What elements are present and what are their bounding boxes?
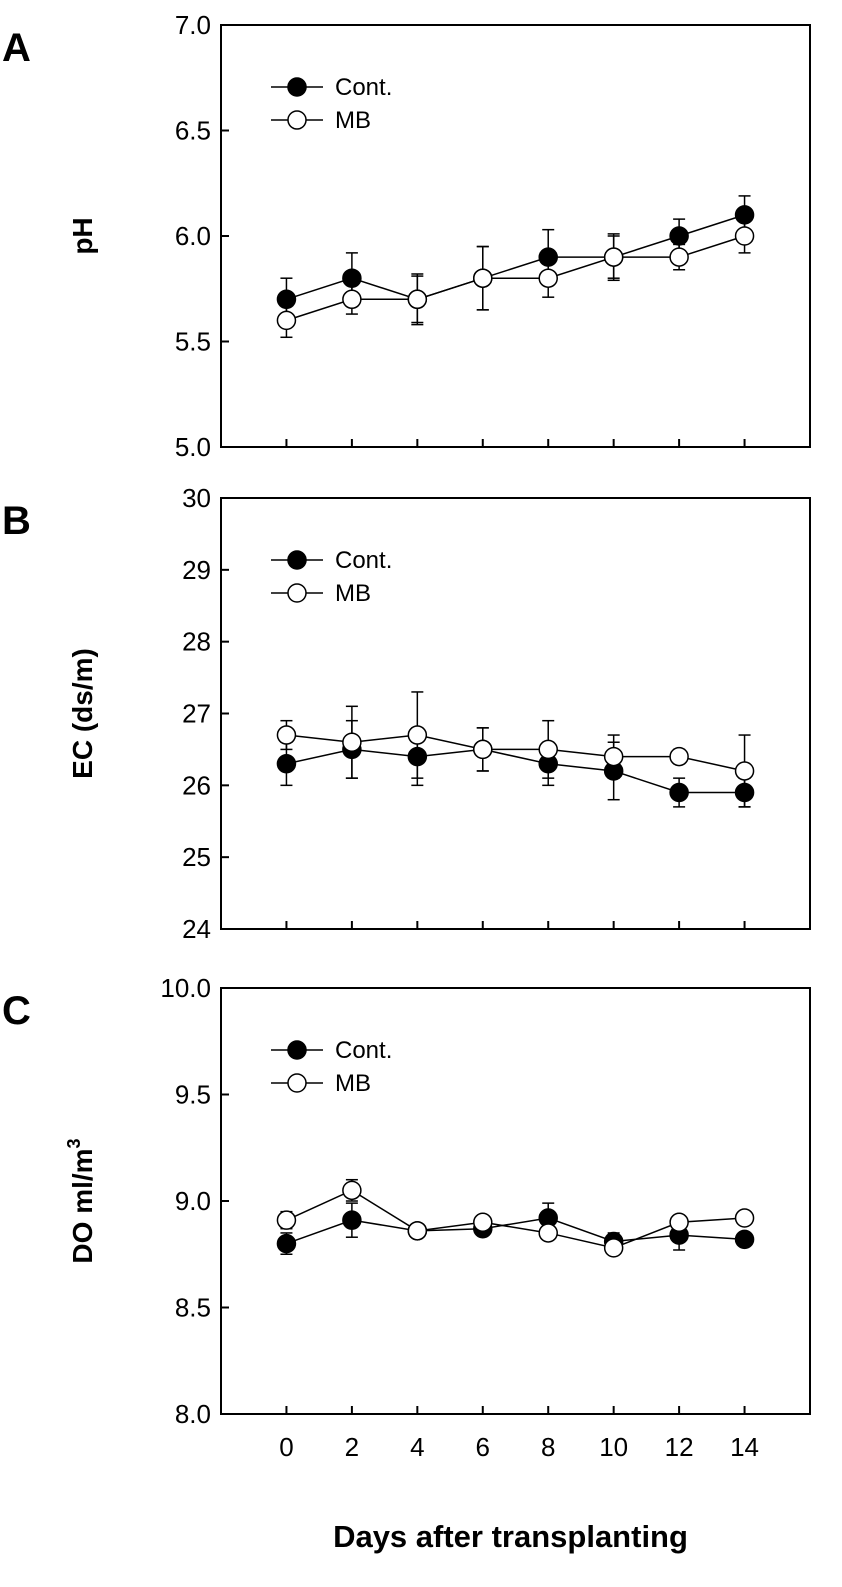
y-tick-label: 9.5 bbox=[175, 1080, 211, 1110]
y-axis-label-text: DO ml/m bbox=[67, 1148, 98, 1263]
y-tick-label: 28 bbox=[182, 627, 211, 657]
y-tick-label: 8.0 bbox=[175, 1399, 211, 1429]
x-tick-label: 8 bbox=[541, 1432, 555, 1462]
x-tick-label: 2 bbox=[345, 1432, 359, 1462]
data-point bbox=[276, 725, 297, 745]
x-axis-label: Days after transplanting bbox=[333, 1519, 688, 1554]
data-point bbox=[734, 761, 755, 781]
legend: Cont. MB bbox=[271, 74, 392, 134]
y-tick-label: 9.0 bbox=[175, 1186, 211, 1216]
y-axis-label-superscript: 3 bbox=[64, 1138, 84, 1148]
y-tick-label: 30 bbox=[182, 483, 211, 513]
data-point bbox=[407, 289, 428, 310]
y-tick-label: 24 bbox=[182, 914, 211, 944]
series-line bbox=[286, 1217, 745, 1245]
y-axis-label-text: pH bbox=[67, 217, 98, 254]
plot-frame bbox=[220, 24, 811, 448]
legend-marker bbox=[287, 1040, 307, 1060]
x-tick-label: 4 bbox=[410, 1432, 424, 1462]
panel-label: B bbox=[2, 499, 31, 543]
legend-label: Cont. bbox=[335, 1037, 392, 1064]
series-mb bbox=[276, 218, 755, 339]
series-line bbox=[286, 734, 745, 772]
legend-label: MB bbox=[335, 1070, 371, 1097]
legend: Cont. MB bbox=[271, 1037, 392, 1097]
data-point bbox=[407, 1221, 428, 1241]
series-line bbox=[286, 748, 745, 794]
series-line bbox=[286, 214, 745, 301]
y-tick-label: 25 bbox=[182, 842, 211, 872]
data-point bbox=[669, 226, 689, 246]
data-point bbox=[734, 226, 755, 246]
data-point bbox=[603, 247, 624, 267]
y-axis-label-text: EC (ds/m) bbox=[67, 648, 98, 779]
x-tick-label: 12 bbox=[665, 1432, 694, 1462]
data-point bbox=[473, 1212, 493, 1233]
data-point bbox=[276, 754, 297, 774]
y-tick-label: 8.5 bbox=[175, 1293, 211, 1323]
data-point bbox=[538, 739, 558, 760]
x-tick-label: 14 bbox=[730, 1432, 759, 1462]
y-tick-label: 6.0 bbox=[175, 221, 211, 251]
series-line bbox=[286, 235, 745, 322]
legend: Cont. MB bbox=[271, 547, 392, 607]
x-tick-label: 10 bbox=[599, 1432, 628, 1462]
legend-label: MB bbox=[335, 107, 371, 134]
legend-label: MB bbox=[335, 580, 371, 607]
data-point bbox=[669, 782, 689, 803]
legend-marker bbox=[287, 583, 307, 603]
data-point bbox=[538, 1223, 558, 1243]
legend-marker bbox=[287, 550, 307, 570]
data-point bbox=[669, 247, 689, 267]
legend-marker bbox=[287, 1073, 307, 1093]
data-point bbox=[734, 1208, 755, 1228]
y-axis-label: DO ml/m3 bbox=[64, 1138, 98, 1263]
legend-label: Cont. bbox=[335, 547, 392, 574]
data-point bbox=[276, 1233, 297, 1254]
y-tick-label: 7.0 bbox=[175, 10, 211, 40]
series-line bbox=[286, 1189, 745, 1249]
series-mb bbox=[276, 691, 755, 808]
data-point bbox=[342, 1210, 362, 1230]
legend-marker bbox=[287, 110, 307, 130]
data-point bbox=[342, 1180, 362, 1201]
data-point bbox=[276, 310, 297, 331]
y-tick-label: 27 bbox=[182, 699, 211, 729]
y-axis-label: EC (ds/m) bbox=[67, 648, 98, 779]
data-point bbox=[734, 1229, 755, 1250]
data-point bbox=[342, 732, 362, 752]
data-point bbox=[407, 725, 428, 745]
plot-frame bbox=[220, 987, 811, 1415]
data-point bbox=[473, 268, 493, 288]
y-tick-label: 5.0 bbox=[175, 432, 211, 462]
y-tick-label: 6.5 bbox=[175, 116, 211, 146]
y-tick-label: 26 bbox=[182, 770, 211, 800]
plot-frame bbox=[220, 497, 811, 930]
chart-panel-b: B EC (ds/m) 24 25 26 27 28 29 30 Cont. MB bbox=[2, 483, 811, 944]
data-point bbox=[473, 739, 493, 760]
y-axis-label: pH bbox=[67, 217, 98, 254]
x-tick-label: 6 bbox=[476, 1432, 490, 1462]
legend-label: Cont. bbox=[335, 74, 392, 101]
y-tick-label: 29 bbox=[182, 555, 211, 585]
legend-marker bbox=[287, 77, 307, 97]
panel-label: C bbox=[2, 989, 31, 1033]
x-tick-label: 0 bbox=[279, 1432, 293, 1462]
series-mb bbox=[276, 1178, 755, 1258]
chart-panel-c: C DO ml/m3 8.0 8.5 9.0 9.5 10.0 0 2 4 6 8 10 12 14 Days… bbox=[2, 973, 811, 1554]
data-point bbox=[603, 746, 624, 767]
data-point bbox=[276, 1210, 297, 1230]
y-tick-label: 10.0 bbox=[160, 973, 211, 1003]
data-point bbox=[669, 746, 689, 767]
y-tick-label: 5.5 bbox=[175, 327, 211, 357]
data-point bbox=[669, 1212, 689, 1233]
data-point bbox=[342, 289, 362, 310]
chart-panel-a: ApH 5.0 5.5 6.0 6.5 7.0 Cont. MB bbox=[2, 10, 811, 462]
panel-label: A bbox=[2, 26, 31, 70]
data-point bbox=[538, 268, 558, 288]
data-point bbox=[603, 1238, 624, 1258]
